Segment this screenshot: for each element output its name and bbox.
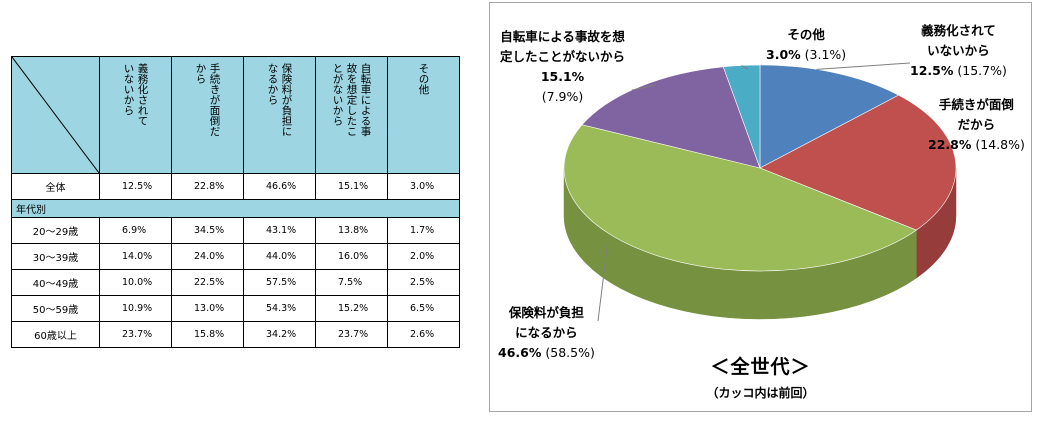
column-header: 保険料が負担に なるから: [243, 56, 316, 174]
row-label: 30～39歳: [11, 243, 100, 270]
table-row: 30～39歳 14.0% 24.0% 44.0% 16.0% 2.0%: [11, 243, 460, 270]
table-section-row: 年代別: [11, 199, 460, 218]
table-cell: 16.0%: [315, 243, 388, 270]
chart-title: ＜全世代＞: [710, 356, 811, 378]
table-cell: 10.0%: [99, 269, 172, 296]
table-cell: 15.8%: [171, 321, 244, 348]
table-cell: 15.1%: [315, 173, 388, 200]
table-cell: 13.0%: [171, 295, 244, 322]
table-cell: 2.6%: [387, 321, 460, 348]
row-label: 全体: [11, 173, 100, 200]
pie-chart: [563, 62, 957, 322]
column-header: その他: [387, 56, 460, 174]
table-cell: 24.0%: [171, 243, 244, 270]
slice-label: その他 3.0% (3.1%): [766, 27, 847, 62]
pie-slice: [759, 94, 957, 231]
slice-label: 義務化されて いないから 12.5% (15.7%): [910, 23, 1007, 78]
table-cell: 44.0%: [243, 243, 316, 270]
table-row: 50～59歳 10.9% 13.0% 54.3% 15.2% 6.5%: [11, 295, 460, 322]
pie-slice: [563, 124, 917, 272]
table-cell: 12.5%: [99, 173, 172, 200]
leader-line: [597, 242, 609, 322]
table-cell: 6.9%: [99, 217, 172, 244]
table-cell: 23.7%: [99, 321, 172, 348]
slice-label: 手続きが面倒 だから 22.8% (14.8%): [928, 97, 1025, 152]
table-corner-cell: [11, 56, 100, 174]
pie-slice: [722, 64, 761, 169]
column-header: 手続きが面倒だ から: [171, 56, 244, 174]
table-cell: 46.6%: [243, 173, 316, 200]
column-header: 自転車による事 故を想定したこ とがないから: [315, 56, 388, 174]
row-label: 20～29歳: [11, 217, 100, 244]
table-cell: 43.1%: [243, 217, 316, 244]
slice-label: 保険料が負担 になるから 46.6% (58.5%): [498, 305, 595, 360]
leader-line: [631, 84, 657, 91]
leader-line: [741, 65, 749, 70]
table-row: 40～49歳 10.0% 22.5% 57.5% 7.5% 2.5%: [11, 269, 460, 296]
table-cell: 15.2%: [315, 295, 388, 322]
table-cell: 34.2%: [243, 321, 316, 348]
table-cell: 3.0%: [387, 173, 460, 200]
table-cell: 7.5%: [315, 269, 388, 296]
row-label: 40～49歳: [11, 269, 100, 296]
table-cell: 2.0%: [387, 243, 460, 270]
table-cell: 22.5%: [171, 269, 244, 296]
pie-slice: [759, 64, 900, 169]
table-row: 20～29歳 6.9% 34.5% 43.1% 13.8% 1.7%: [11, 217, 460, 244]
row-label: 60歳以上: [11, 321, 100, 348]
reasons-table: 義務化されて いないから 手続きが面倒だ から 保険料が負担に なるから 自転車…: [11, 56, 460, 348]
slice-label: 自転車による事故を想 定したことがないから 15.1% (7.9%): [500, 29, 626, 104]
table-cell: 14.0%: [99, 243, 172, 270]
pie-slice: [581, 66, 761, 169]
leader-line: [816, 62, 911, 70]
row-label: 50～59歳: [11, 295, 100, 322]
column-header: 義務化されて いないから: [99, 56, 172, 174]
section-label: 年代別: [11, 199, 460, 218]
pie-chart-panel: 義務化されて いないから 12.5% (15.7%) 手続きが面倒 だから 22…: [489, 2, 1032, 412]
table-row-total: 全体 12.5% 22.8% 46.6% 15.1% 3.0%: [11, 173, 460, 200]
table-cell: 1.7%: [387, 217, 460, 244]
table-cell: 23.7%: [315, 321, 388, 348]
table-header-row: 義務化されて いないから 手続きが面倒だ から 保険料が負担に なるから 自転車…: [11, 56, 460, 174]
table-cell: 54.3%: [243, 295, 316, 322]
table-cell: 57.5%: [243, 269, 316, 296]
table-cell: 22.8%: [171, 173, 244, 200]
chart-note: （カッコ内は前回）: [706, 386, 815, 400]
table-cell: 10.9%: [99, 295, 172, 322]
table-cell: 34.5%: [171, 217, 244, 244]
table-row: 60歳以上 23.7% 15.8% 34.2% 23.7% 2.6%: [11, 321, 460, 348]
table-cell: 13.8%: [315, 217, 388, 244]
table-cell: 2.5%: [387, 269, 460, 296]
table-cell: 6.5%: [387, 295, 460, 322]
pie-top: [563, 64, 957, 272]
